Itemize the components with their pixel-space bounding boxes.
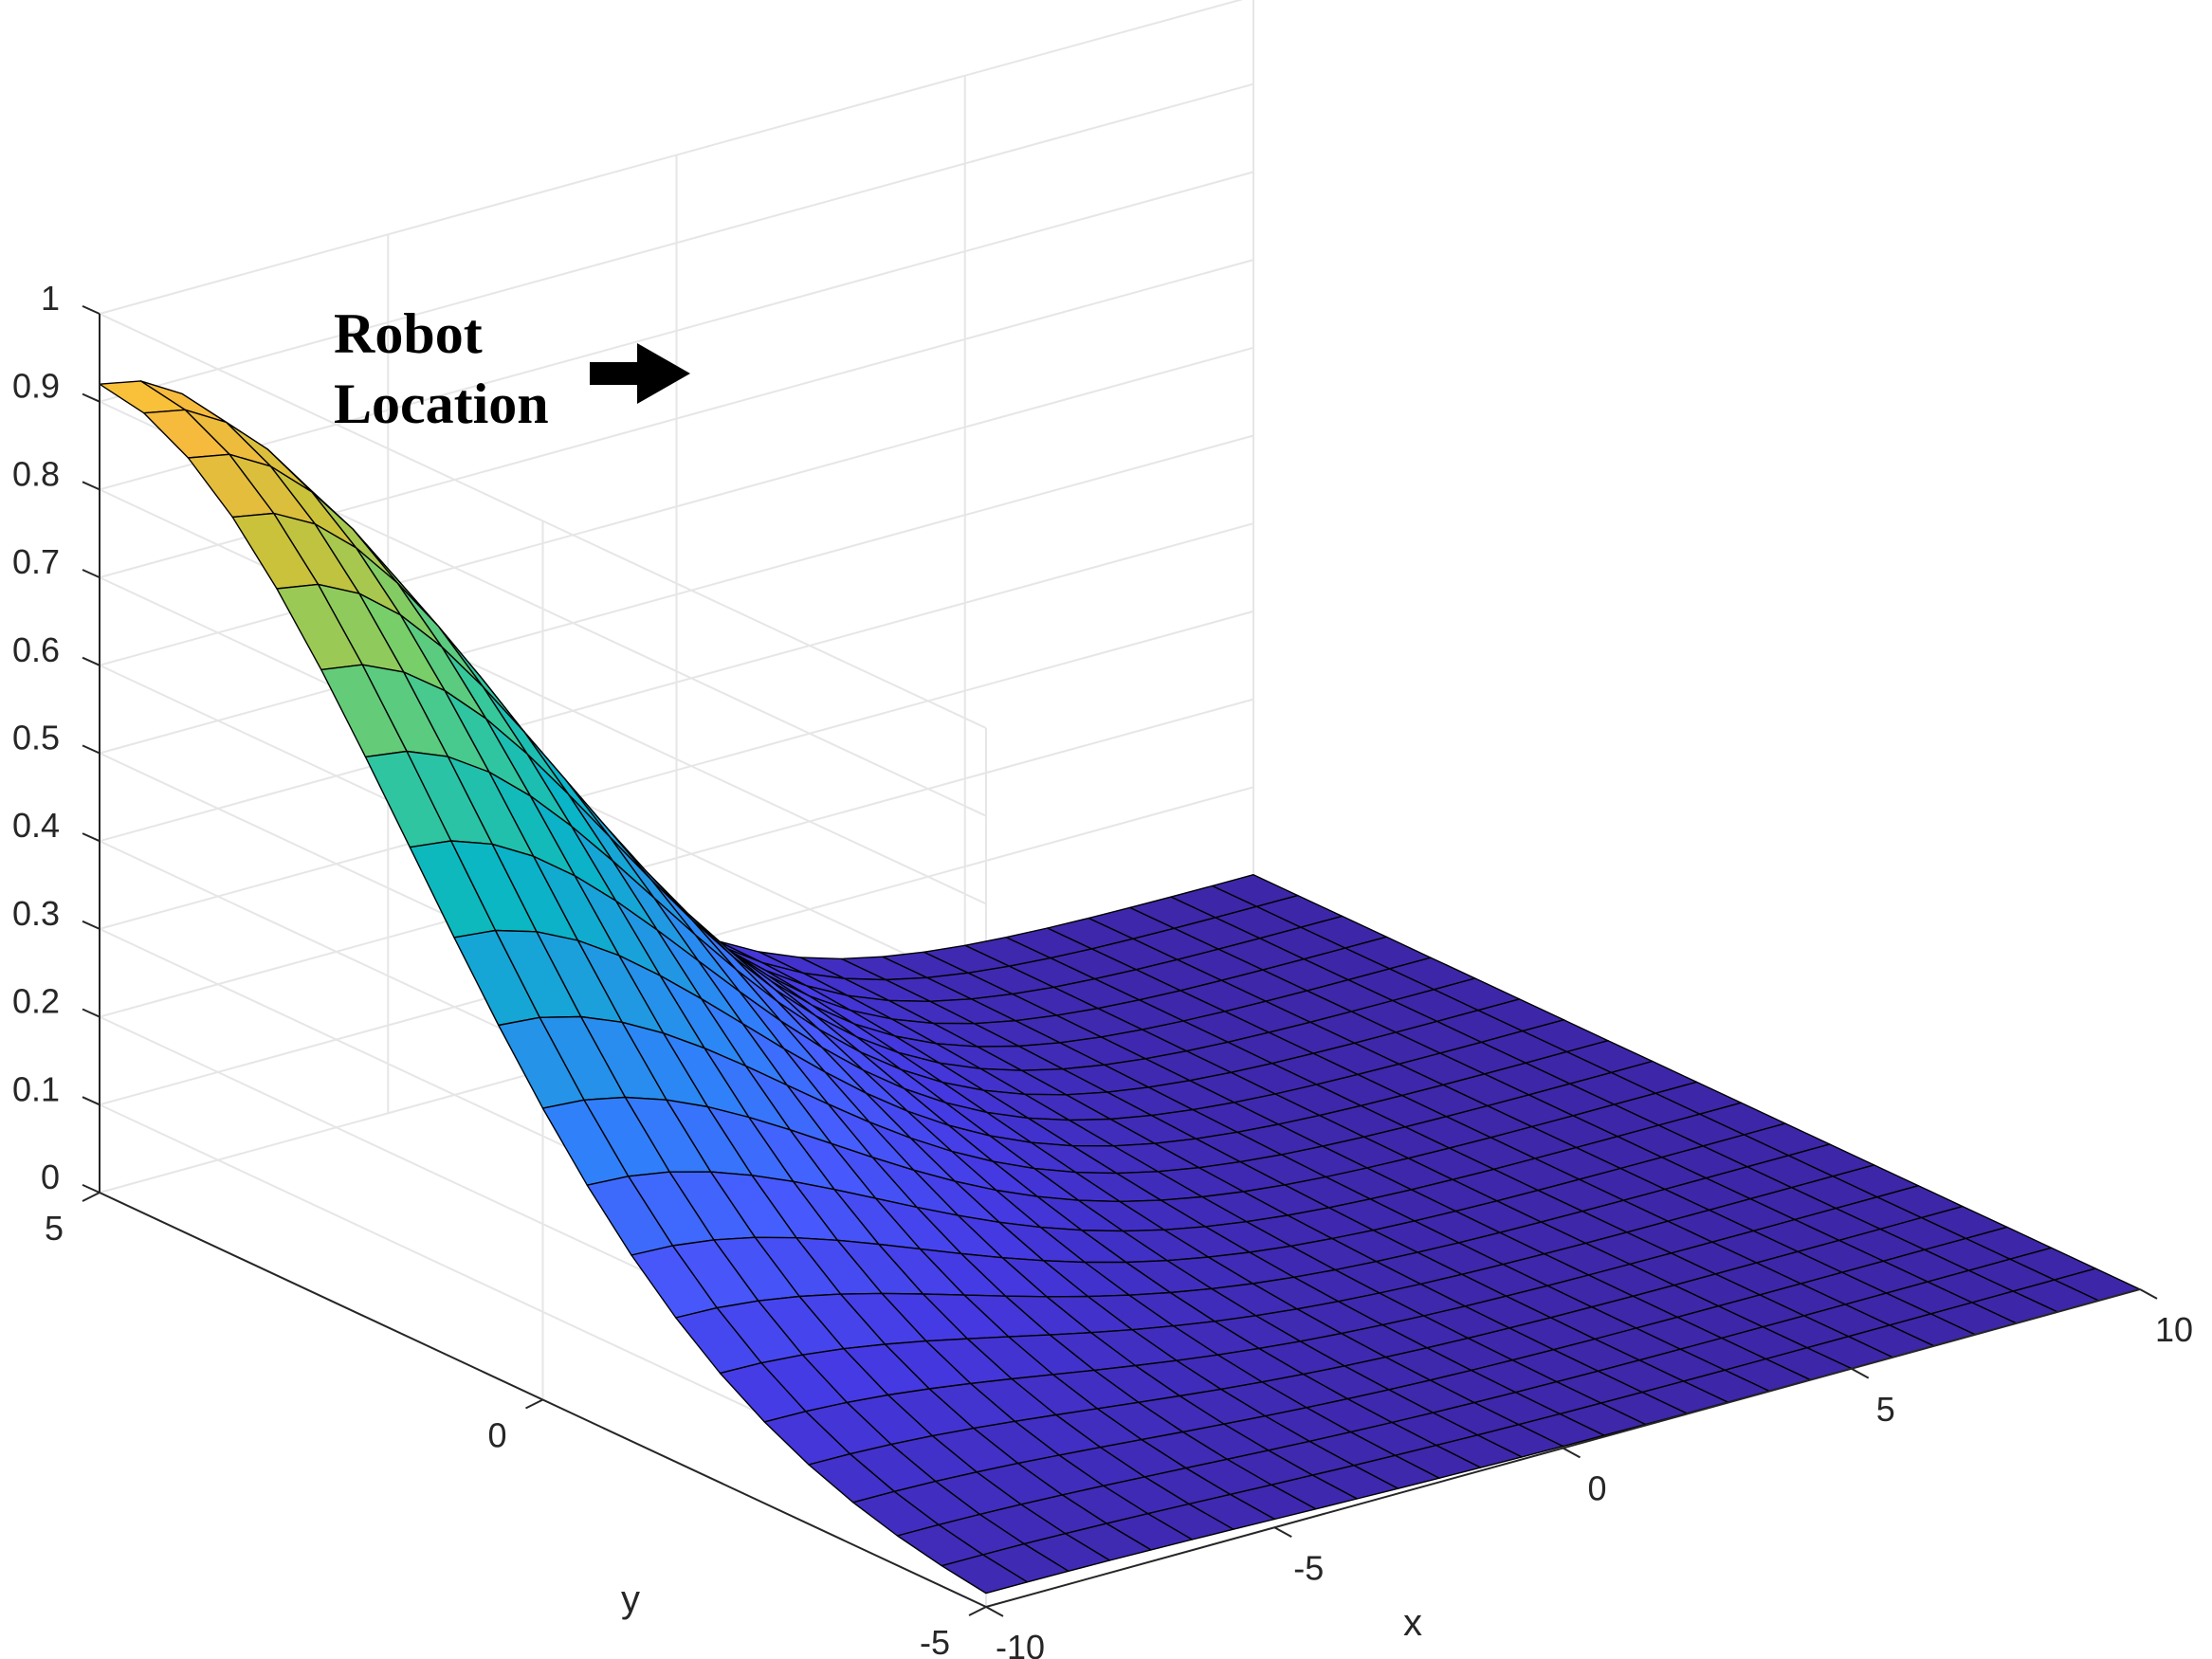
z-tick-label: 0.7 (12, 542, 60, 581)
annotation-line-1: Robot (334, 302, 483, 365)
x-tick-mark (2139, 1288, 2158, 1300)
annotation-line-2: Location (334, 373, 549, 435)
z-tick-label: 0.6 (12, 630, 60, 669)
z-tick-mark (82, 1096, 101, 1106)
x-tick-mark (1851, 1367, 1870, 1379)
y-tick-label: -5 (920, 1623, 950, 1659)
x-tick-label: -5 (1293, 1548, 1324, 1587)
y-tick-label: 0 (487, 1416, 506, 1455)
z-tick-label: 0.9 (12, 367, 60, 406)
z-tick-mark (82, 569, 101, 579)
x-tick-label: 10 (2155, 1310, 2193, 1349)
x-axis-label: x (1403, 1602, 1422, 1644)
z-tick-mark (82, 304, 101, 315)
z-tick-mark (82, 1183, 101, 1194)
x-tick-label: 0 (1587, 1469, 1606, 1508)
z-tick-mark (82, 481, 101, 491)
z-tick-label: 0.8 (12, 454, 60, 493)
z-tick-mark (82, 656, 101, 666)
z-tick-label: 0.1 (12, 1069, 60, 1108)
x-tick-label: 5 (1876, 1390, 1895, 1429)
z-tick-label: 0 (41, 1158, 60, 1196)
z-tick-mark (82, 920, 101, 930)
surface-mesh (99, 380, 2141, 1595)
z-tick-mark (82, 392, 101, 403)
robot-location-annotation: Robot Location (334, 302, 690, 435)
x-tick-mark (985, 1606, 1004, 1617)
z-tick-label: 0.4 (12, 806, 60, 845)
y-tick-label: 5 (45, 1209, 64, 1248)
arrow-icon (590, 343, 690, 404)
x-tick-mark (1563, 1447, 1581, 1459)
z-tick-label: 1 (41, 279, 60, 318)
x-tick-label: -10 (996, 1628, 1045, 1659)
y-tick-mark (968, 1606, 987, 1616)
x-tick-mark (1273, 1526, 1292, 1539)
axis-ticks: 0 0.1 0.2 0.3 0.4 0.5 0.6 0.7 0.8 0.9 1 -5 0 5 -10 -5 0 5… (12, 279, 2193, 1659)
y-tick-mark (82, 1192, 101, 1202)
z-tick-label: 0.3 (12, 894, 60, 933)
surface-face (941, 1554, 1029, 1595)
z-tick-mark (82, 744, 101, 755)
z-tick-label: 0.2 (12, 982, 60, 1021)
z-tick-mark (82, 1008, 101, 1018)
y-axis-label: y (621, 1578, 640, 1620)
z-tick-label: 0.5 (12, 719, 60, 757)
z-tick-mark (82, 832, 101, 843)
y-tick-mark (525, 1398, 543, 1410)
